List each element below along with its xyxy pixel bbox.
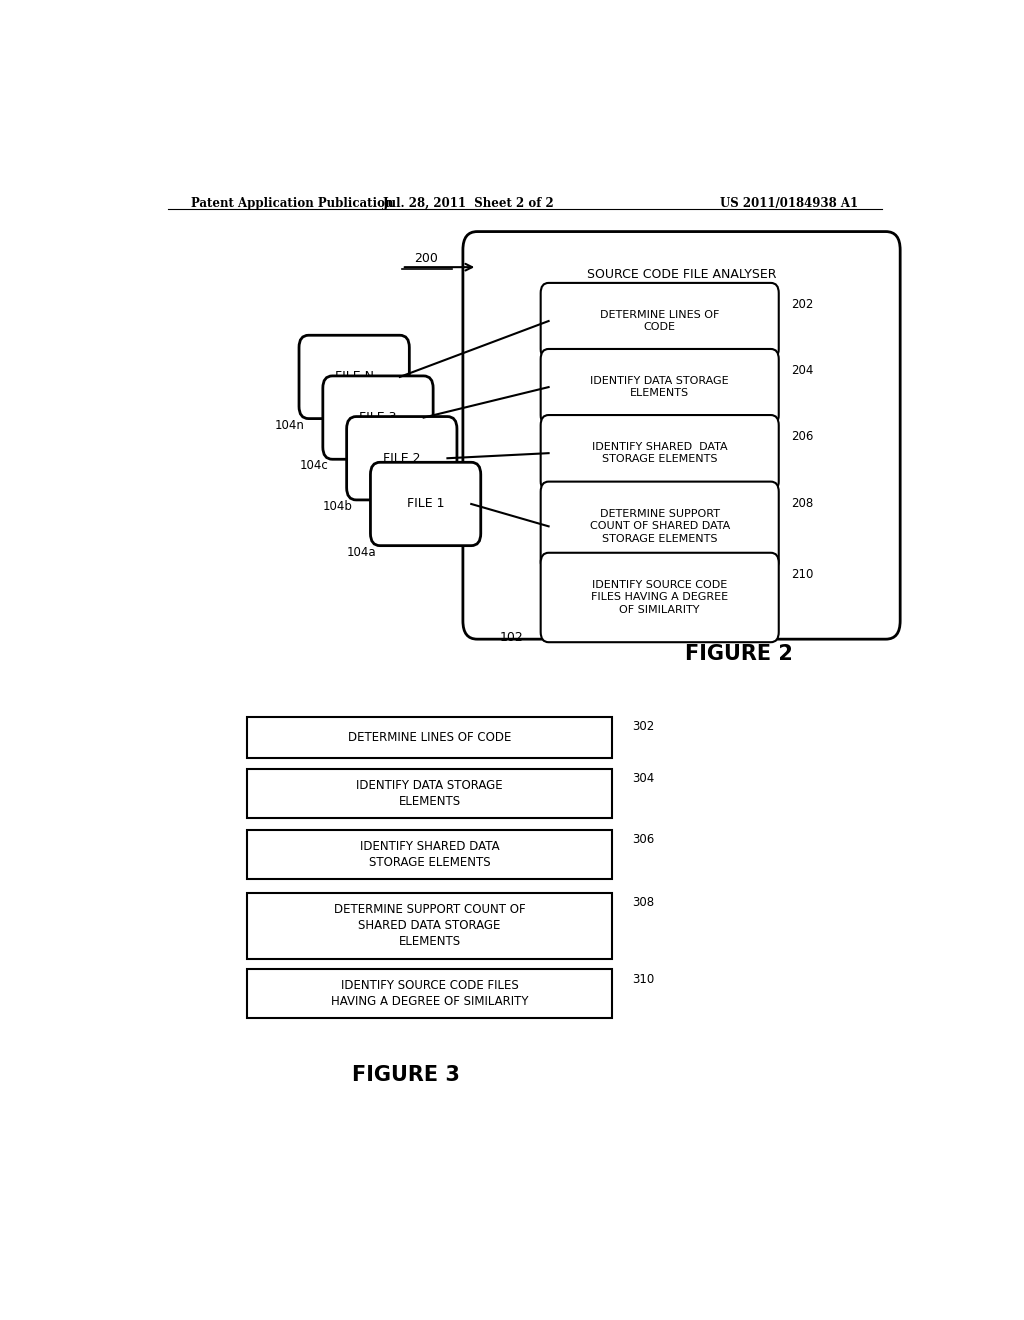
Bar [247, 969, 612, 1018]
Text: US 2011/0184938 A1: US 2011/0184938 A1 [720, 197, 858, 210]
FancyBboxPatch shape [541, 282, 779, 359]
Text: FILE 2: FILE 2 [383, 451, 421, 465]
Text: Patent Application Publication: Patent Application Publication [191, 197, 394, 210]
Text: DETERMINE SUPPORT COUNT OF
SHARED DATA STORAGE
ELEMENTS: DETERMINE SUPPORT COUNT OF SHARED DATA S… [334, 903, 525, 948]
Text: IDENTIFY SOURCE CODE
FILES HAVING A DEGREE
OF SIMILARITY: IDENTIFY SOURCE CODE FILES HAVING A DEGR… [591, 579, 728, 615]
Text: FILE N: FILE N [335, 371, 374, 383]
Text: DETERMINE LINES OF
CODE: DETERMINE LINES OF CODE [600, 310, 720, 333]
Text: 204: 204 [791, 364, 813, 378]
Text: SOURCE CODE FILE ANALYSER: SOURCE CODE FILE ANALYSER [587, 268, 776, 281]
Text: 102: 102 [500, 631, 523, 644]
Text: 206: 206 [791, 430, 813, 444]
Text: IDENTIFY DATA STORAGE
ELEMENTS: IDENTIFY DATA STORAGE ELEMENTS [591, 376, 729, 399]
FancyBboxPatch shape [299, 335, 410, 418]
Text: IDENTIFY DATA STORAGE
ELEMENTS: IDENTIFY DATA STORAGE ELEMENTS [356, 779, 503, 808]
FancyBboxPatch shape [541, 482, 779, 572]
FancyBboxPatch shape [323, 376, 433, 459]
Text: 302: 302 [632, 721, 654, 734]
Text: 310: 310 [632, 973, 654, 986]
Text: IDENTIFY SHARED DATA
STORAGE ELEMENTS: IDENTIFY SHARED DATA STORAGE ELEMENTS [359, 840, 500, 869]
Text: FILE 1: FILE 1 [407, 498, 444, 511]
Text: 104n: 104n [274, 418, 304, 432]
Bar [247, 830, 612, 879]
Text: 200: 200 [414, 252, 437, 265]
Text: 104a: 104a [346, 545, 376, 558]
Bar [247, 892, 612, 958]
Text: 306: 306 [632, 833, 654, 846]
Text: FIGURE 3: FIGURE 3 [352, 1065, 460, 1085]
Text: FIGURE 2: FIGURE 2 [685, 644, 793, 664]
FancyBboxPatch shape [541, 414, 779, 491]
Text: FILE 3: FILE 3 [359, 411, 396, 424]
Text: DETERMINE LINES OF CODE: DETERMINE LINES OF CODE [348, 731, 511, 744]
Text: 104b: 104b [323, 500, 352, 513]
Text: 304: 304 [632, 772, 654, 785]
FancyBboxPatch shape [541, 348, 779, 425]
Text: 202: 202 [791, 298, 813, 312]
Text: 308: 308 [632, 896, 654, 908]
Bar [247, 770, 612, 818]
Text: 208: 208 [791, 496, 813, 510]
FancyBboxPatch shape [347, 417, 457, 500]
FancyBboxPatch shape [371, 462, 480, 545]
Bar [247, 718, 612, 758]
Text: 104c: 104c [300, 459, 329, 473]
Text: IDENTIFY SHARED  DATA
STORAGE ELEMENTS: IDENTIFY SHARED DATA STORAGE ELEMENTS [592, 442, 727, 465]
Text: DETERMINE SUPPORT
COUNT OF SHARED DATA
STORAGE ELEMENTS: DETERMINE SUPPORT COUNT OF SHARED DATA S… [590, 510, 730, 544]
Text: IDENTIFY SOURCE CODE FILES
HAVING A DEGREE OF SIMILARITY: IDENTIFY SOURCE CODE FILES HAVING A DEGR… [331, 979, 528, 1008]
FancyBboxPatch shape [541, 553, 779, 643]
Text: Jul. 28, 2011  Sheet 2 of 2: Jul. 28, 2011 Sheet 2 of 2 [383, 197, 555, 210]
Text: 210: 210 [791, 568, 813, 581]
FancyBboxPatch shape [463, 231, 900, 639]
